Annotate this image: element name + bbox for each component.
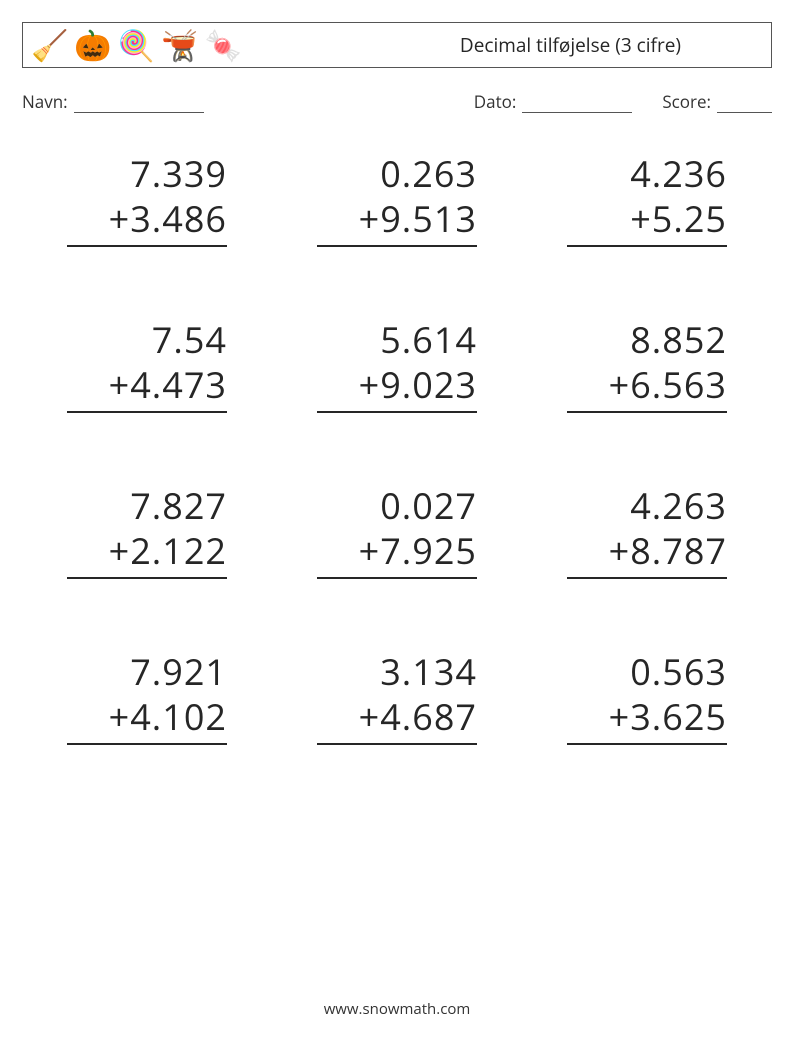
addend-top: 7.921: [67, 649, 227, 694]
addend-bottom: +7.925: [317, 528, 477, 579]
addend-top: 7.827: [67, 483, 227, 528]
addend-top: 4.263: [567, 483, 727, 528]
addend-bottom: +3.486: [67, 196, 227, 247]
candy-icon: 🍬: [204, 30, 241, 60]
addend-bottom: +4.473: [67, 362, 227, 413]
problem-12: 0.563+3.625: [567, 649, 727, 745]
date-blank[interactable]: [522, 96, 632, 113]
meta-row: Navn: Dato: Score:: [22, 90, 772, 113]
problem-2: 0.263+9.513: [317, 151, 477, 247]
name-field: Navn:: [22, 90, 204, 113]
problem-7: 7.827+2.122: [67, 483, 227, 579]
problem-6: 8.852+6.563: [567, 317, 727, 413]
addend-bottom: +9.513: [317, 196, 477, 247]
problem-9: 4.263+8.787: [567, 483, 727, 579]
addend-top: 5.614: [317, 317, 477, 362]
worksheet-title: Decimal tilføjelse (3 cifre): [460, 23, 771, 67]
cauldron-icon: 🫕: [161, 30, 198, 60]
addend-bottom: +2.122: [67, 528, 227, 579]
header-icon-strip: 🧹 🎃 🍭 🫕 🍬: [23, 23, 242, 67]
addend-top: 0.263: [317, 151, 477, 196]
name-blank[interactable]: [74, 96, 204, 113]
header-box: 🧹 🎃 🍭 🫕 🍬 Decimal tilføjelse (3 cifre): [22, 22, 772, 68]
problem-8: 0.027+7.925: [317, 483, 477, 579]
pumpkin-icon: 🎃: [74, 30, 111, 60]
problem-10: 7.921+4.102: [67, 649, 227, 745]
addend-top: 7.54: [67, 317, 227, 362]
date-label: Dato:: [474, 90, 517, 113]
name-label: Navn:: [22, 90, 68, 113]
addend-top: 3.134: [317, 649, 477, 694]
addend-bottom: +5.25: [567, 196, 727, 247]
addend-bottom: +9.023: [317, 362, 477, 413]
problem-3: 4.236+5.25: [567, 151, 727, 247]
addend-bottom: +4.687: [317, 694, 477, 745]
addend-top: 8.852: [567, 317, 727, 362]
problem-1: 7.339+3.486: [67, 151, 227, 247]
worksheet-sheet: 🧹 🎃 🍭 🫕 🍬 Decimal tilføjelse (3 cifre) N…: [22, 22, 772, 1031]
problem-5: 5.614+9.023: [317, 317, 477, 413]
score-blank[interactable]: [717, 96, 772, 113]
problem-grid: 7.339+3.486 0.263+9.513 4.236+5.25 7.54+4.4…: [22, 151, 772, 745]
addend-top: 0.563: [567, 649, 727, 694]
addend-bottom: +6.563: [567, 362, 727, 413]
footer-url: www.snowmath.com: [22, 999, 772, 1019]
broom-icon: 🧹: [31, 30, 68, 60]
problem-11: 3.134+4.687: [317, 649, 477, 745]
addend-bottom: +8.787: [567, 528, 727, 579]
problem-4: 7.54+4.473: [67, 317, 227, 413]
addend-top: 4.236: [567, 151, 727, 196]
lollipop-icon: 🍭: [118, 30, 155, 60]
addend-top: 7.339: [67, 151, 227, 196]
score-label: Score:: [662, 90, 711, 113]
addend-top: 0.027: [317, 483, 477, 528]
addend-bottom: +3.625: [567, 694, 727, 745]
addend-bottom: +4.102: [67, 694, 227, 745]
